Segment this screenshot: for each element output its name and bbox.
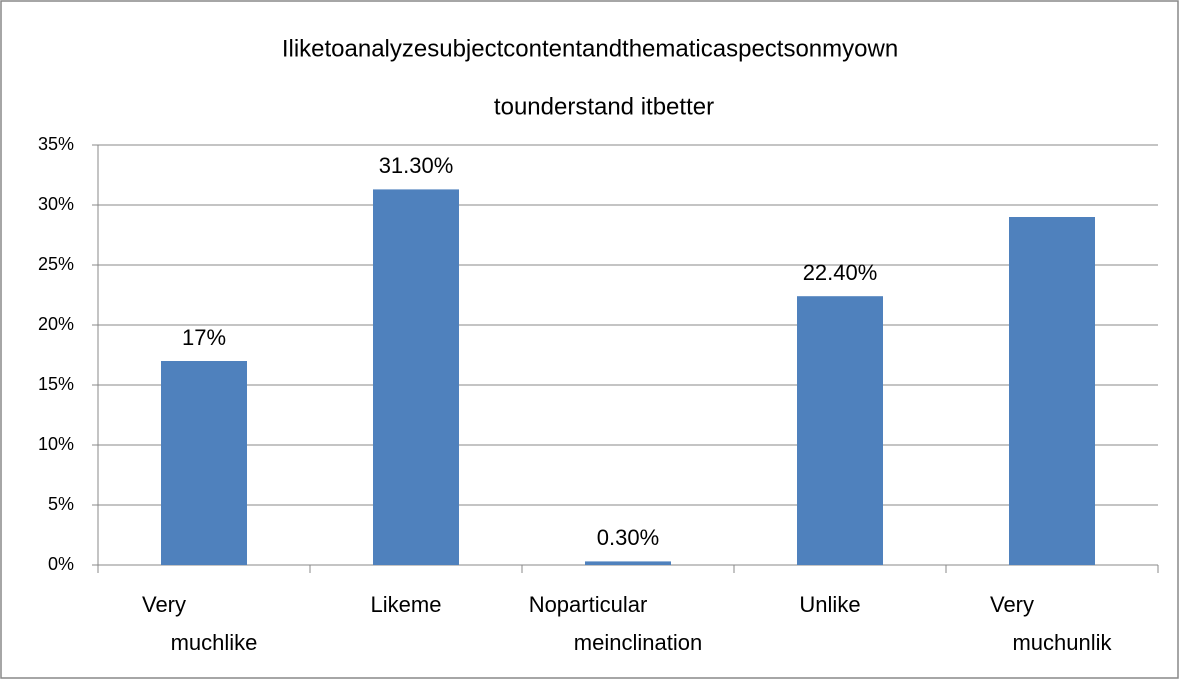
data-label: 31.30% xyxy=(379,153,454,178)
bar xyxy=(797,296,883,565)
x-tick-label: muchunlik xyxy=(1012,630,1112,655)
data-label: 22.40% xyxy=(803,260,878,285)
x-tick-label: meinclination xyxy=(574,630,702,655)
y-tick-label: 0% xyxy=(48,554,74,574)
x-tick-label: Unlike xyxy=(799,592,860,617)
y-tick-label: 10% xyxy=(38,434,74,454)
data-label: 17% xyxy=(182,325,226,350)
y-tick-label: 15% xyxy=(38,374,74,394)
bar xyxy=(1009,217,1095,565)
bar xyxy=(161,361,247,565)
bar xyxy=(585,561,671,565)
x-tick-label: Very xyxy=(142,592,186,617)
bar xyxy=(373,189,459,565)
x-tick-label: Likeme xyxy=(371,592,442,617)
y-tick-label: 25% xyxy=(38,254,74,274)
x-tick-label: Very xyxy=(990,592,1034,617)
y-tick-label: 30% xyxy=(38,194,74,214)
y-tick-label: 5% xyxy=(48,494,74,514)
x-tick-label: muchlike xyxy=(171,630,258,655)
y-tick-label: 20% xyxy=(38,314,74,334)
data-label: 0.30% xyxy=(597,525,659,550)
chart-title: Iliketoanalyzesubjectcontentandthematica… xyxy=(282,35,898,62)
x-tick-label: Noparticular xyxy=(529,592,648,617)
chart-title: tounderstand itbetter xyxy=(494,93,714,120)
y-tick-label: 35% xyxy=(38,134,74,154)
